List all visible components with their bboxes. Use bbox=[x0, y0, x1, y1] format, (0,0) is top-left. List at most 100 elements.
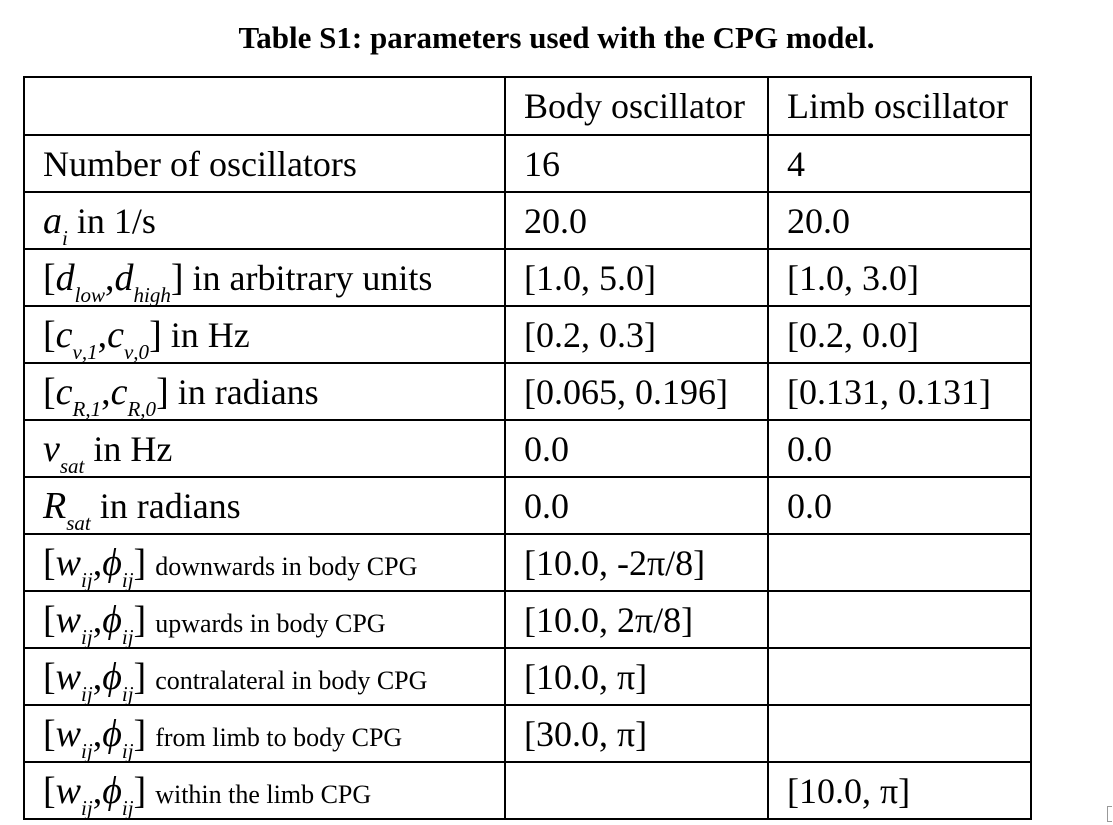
label-text: in Hz bbox=[170, 314, 250, 355]
body-value: 16 bbox=[504, 134, 769, 193]
subscript: ν,1 bbox=[72, 339, 98, 363]
body-value: [0.2, 0.3] bbox=[504, 305, 769, 364]
subscript: R,1 bbox=[72, 396, 102, 420]
symbol: c bbox=[55, 313, 73, 356]
label-text: upwards in body CPG bbox=[155, 608, 386, 638]
subscript: ij bbox=[121, 738, 134, 762]
body-value: [1.0, 5.0] bbox=[504, 248, 769, 307]
open-bracket: [ bbox=[43, 769, 56, 812]
limb-value: [0.2, 0.0] bbox=[767, 305, 1032, 364]
symbol: R bbox=[43, 484, 67, 527]
subscript: sat bbox=[59, 453, 85, 477]
table-row: Number of oscillators 16 4 bbox=[23, 134, 1032, 193]
limb-value: [10.0, π] bbox=[767, 761, 1032, 820]
header-limb-oscillator: Limb oscillator bbox=[767, 76, 1032, 136]
row-label: νsat in Hz bbox=[23, 419, 506, 478]
header-body-oscillator: Body oscillator bbox=[504, 76, 769, 136]
open-bracket: [ bbox=[43, 256, 56, 299]
close-bracket: ] bbox=[149, 313, 162, 356]
row-label: [cR,1,cR,0] in radians bbox=[23, 362, 506, 421]
row-label: [wij,ϕij] contralateral in body CPG bbox=[23, 647, 506, 706]
limb-value: [1.0, 3.0] bbox=[767, 248, 1032, 307]
symbol: w bbox=[55, 712, 82, 755]
subscript: low bbox=[74, 282, 105, 306]
label-text: contralateral in body CPG bbox=[155, 665, 428, 695]
close-bracket: ] bbox=[133, 712, 147, 755]
subscript: ij bbox=[81, 681, 93, 705]
table-row: [wij,ϕij] from limb to body CPG [30.0, π… bbox=[23, 704, 1032, 763]
row-label: [dlow,dhigh] in arbitrary units bbox=[23, 248, 506, 307]
label-text: Number of oscillators bbox=[43, 143, 357, 184]
symbol: ϕ bbox=[102, 712, 122, 755]
table-row: Rsat in radians 0.0 0.0 bbox=[23, 476, 1032, 535]
close-bracket: ] bbox=[133, 655, 147, 698]
subscript: R,0 bbox=[127, 396, 157, 420]
header-row: Body oscillator Limb oscillator bbox=[23, 76, 1032, 136]
body-value: 0.0 bbox=[504, 476, 769, 535]
table-row: ai in 1/s 20.0 20.0 bbox=[23, 191, 1032, 250]
header-empty-cell bbox=[23, 76, 506, 136]
separator: , bbox=[92, 598, 103, 641]
subscript: ij bbox=[81, 795, 93, 819]
close-bracket: ] bbox=[133, 769, 147, 812]
table-title: Table S1: parameters used with the CPG m… bbox=[238, 20, 875, 55]
close-bracket: ] bbox=[133, 541, 147, 584]
symbol: d bbox=[114, 256, 134, 299]
body-value: [10.0, -2π/8] bbox=[504, 533, 769, 592]
subscript: ij bbox=[81, 567, 93, 591]
label-text: in radians bbox=[99, 485, 241, 526]
table-row: [cν,1,cν,0] in Hz [0.2, 0.3] [0.2, 0.0] bbox=[23, 305, 1032, 364]
subscript: ν,0 bbox=[123, 339, 150, 363]
limb-value bbox=[767, 533, 1032, 592]
open-bracket: [ bbox=[43, 541, 56, 584]
symbol: w bbox=[55, 655, 82, 698]
subscript: i bbox=[62, 225, 68, 249]
symbol: ϕ bbox=[102, 769, 122, 812]
body-value: [30.0, π] bbox=[504, 704, 769, 763]
open-bracket: [ bbox=[43, 712, 56, 755]
row-label: [wij,ϕij] from limb to body CPG bbox=[23, 704, 506, 763]
body-value: [0.065, 0.196] bbox=[504, 362, 769, 421]
symbol: d bbox=[55, 256, 75, 299]
label-text: in Hz bbox=[93, 428, 173, 469]
subscript: ij bbox=[121, 624, 134, 648]
table-row: νsat in Hz 0.0 0.0 bbox=[23, 419, 1032, 478]
row-label: ai in 1/s bbox=[23, 191, 506, 250]
body-value bbox=[504, 761, 769, 820]
symbol: ϕ bbox=[102, 541, 122, 584]
label-text: in arbitrary units bbox=[192, 257, 433, 298]
table-row: [wij,ϕij] downwards in body CPG [10.0, -… bbox=[23, 533, 1032, 592]
separator: , bbox=[92, 655, 103, 698]
open-bracket: [ bbox=[43, 655, 56, 698]
subscript: ij bbox=[81, 738, 93, 762]
subscript: ij bbox=[121, 681, 134, 705]
close-bracket: ] bbox=[133, 598, 147, 641]
symbol: ϕ bbox=[102, 655, 122, 698]
body-value: 20.0 bbox=[504, 191, 769, 250]
subscript: ij bbox=[121, 795, 134, 819]
subscript: sat bbox=[66, 510, 91, 534]
label-text: in 1/s bbox=[76, 200, 156, 241]
separator: , bbox=[97, 313, 108, 356]
row-label: [wij,ϕij] upwards in body CPG bbox=[23, 590, 506, 649]
symbol: a bbox=[43, 199, 62, 242]
subscript: ij bbox=[81, 624, 93, 648]
limb-value bbox=[767, 590, 1032, 649]
separator: , bbox=[101, 370, 111, 413]
row-label: [wij,ϕij] downwards in body CPG bbox=[23, 533, 506, 592]
open-bracket: [ bbox=[43, 313, 56, 356]
symbol: c bbox=[107, 313, 124, 356]
limb-value bbox=[767, 704, 1032, 763]
open-bracket: [ bbox=[43, 370, 56, 413]
symbol: w bbox=[55, 541, 82, 584]
table-row: [wij,ϕij] contralateral in body CPG [10.… bbox=[23, 647, 1032, 706]
symbol: w bbox=[55, 598, 82, 641]
row-label: [cν,1,cν,0] in Hz bbox=[23, 305, 506, 364]
edge-bracket-mark bbox=[1107, 806, 1112, 822]
label-text: from limb to body CPG bbox=[155, 722, 403, 752]
separator: , bbox=[92, 541, 103, 584]
limb-value: 20.0 bbox=[767, 191, 1032, 250]
table-row: [wij,ϕij] within the limb CPG [10.0, π] bbox=[23, 761, 1032, 820]
label-text: downwards in body CPG bbox=[155, 551, 418, 581]
row-label: Number of oscillators bbox=[23, 134, 506, 193]
